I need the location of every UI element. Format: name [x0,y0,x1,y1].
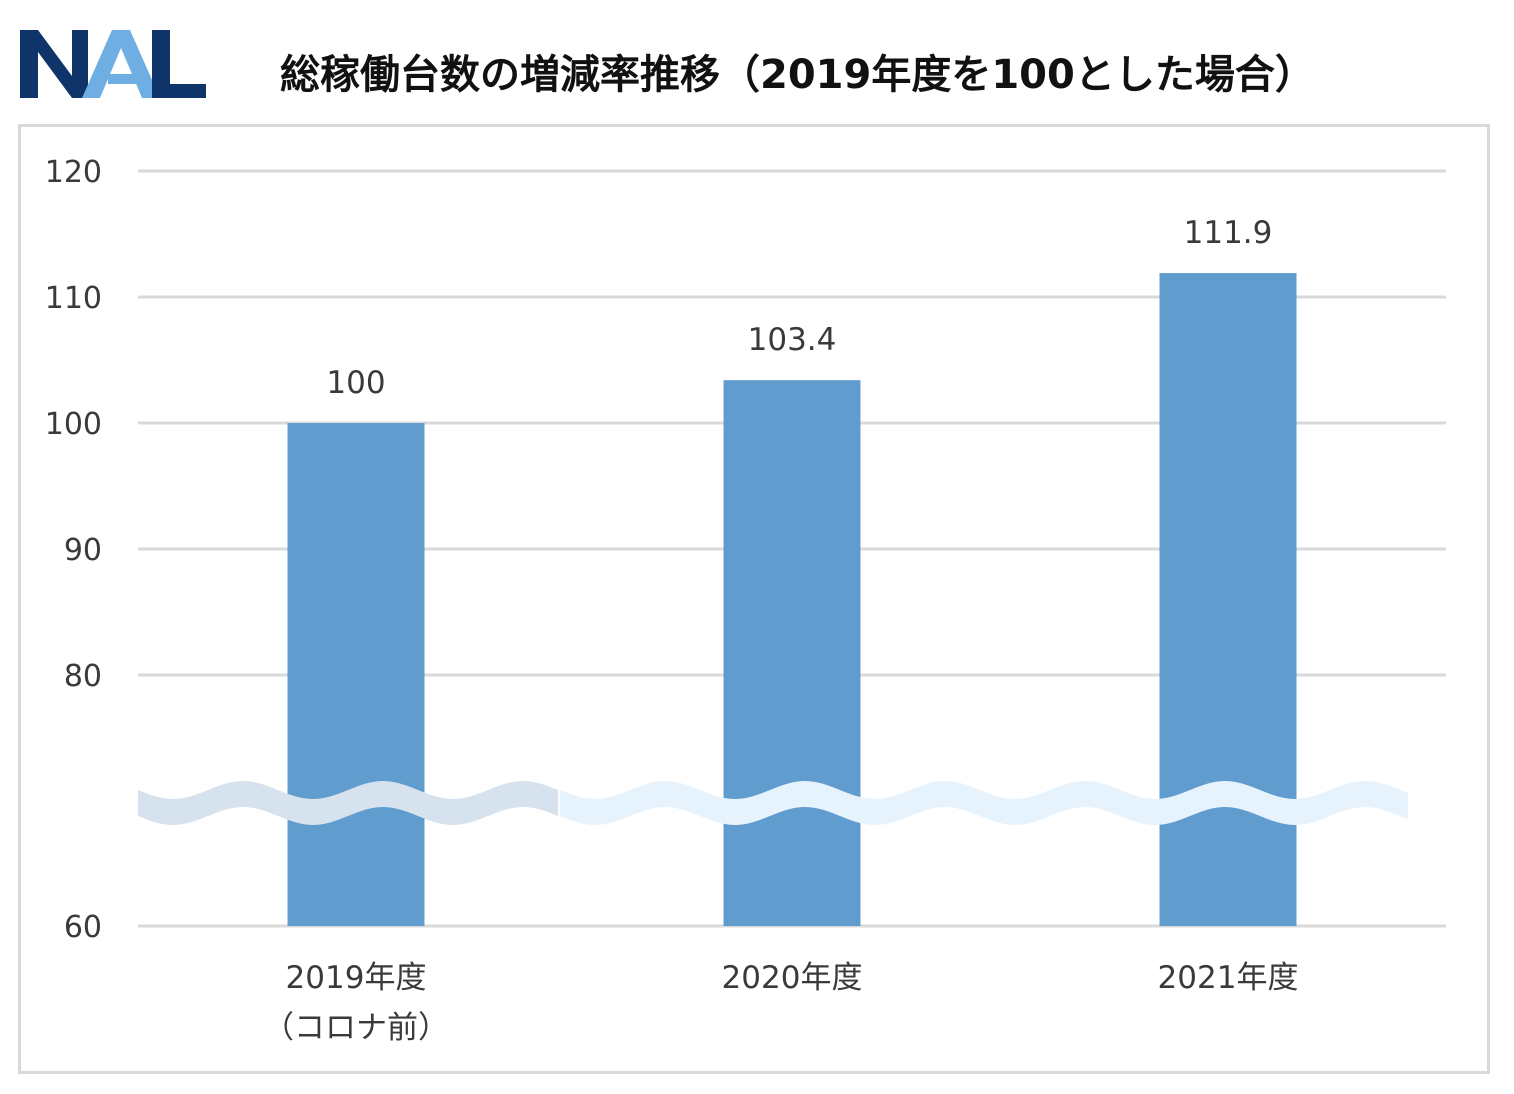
category-label: （コロナ前） [263,1010,449,1046]
data-label: 111.9 [1184,215,1273,251]
bar [1159,273,1297,926]
data-label: 103.4 [748,322,837,358]
y-tick-label: 110 [45,281,102,316]
bar [287,423,425,926]
category-label: 2021年度 [1158,960,1299,996]
category-label: 2019年度 [286,960,427,996]
y-tick-label: 100 [45,407,102,442]
bar [723,380,861,926]
category-label: 2020年度 [722,960,863,996]
y-tick-label: 80 [64,659,102,694]
data-label: 100 [326,365,385,401]
axis-break-band [560,781,1408,825]
y-tick-label: 120 [45,155,102,190]
chart-frame [18,124,1490,1074]
nal-logo [20,30,206,98]
y-tick-label: 60 [64,910,102,945]
chart-title: 総稼働台数の増減率推移（2019年度を100とした場合） [280,52,1315,98]
axis-break-band [138,781,558,825]
y-tick-label: 90 [64,533,102,568]
